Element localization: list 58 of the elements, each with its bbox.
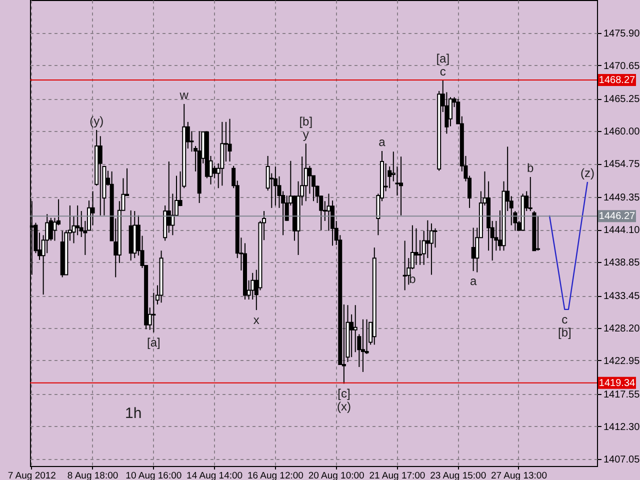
y-tick-label: 1475.90 [604, 28, 640, 40]
ref-line-label: 1446.27 [598, 211, 636, 222]
annotation: c [562, 312, 568, 326]
annotation: (y) [90, 114, 104, 128]
candlestick [414, 228, 418, 266]
candlestick [170, 193, 175, 236]
y-tick-label: 1460.00 [604, 126, 640, 138]
y-tick-label: 1433.45 [604, 291, 640, 302]
candlestick [250, 272, 255, 300]
candlestick [228, 118, 232, 162]
annotation: w [178, 88, 189, 102]
ref-line-label: 1468.27 [598, 75, 636, 86]
y-tick-label: 1428.20 [604, 323, 640, 334]
annotation: x [253, 313, 260, 328]
annotation: b [527, 160, 534, 175]
y-tick-label: 1470.65 [604, 60, 640, 72]
y-tick-label: 1422.95 [604, 356, 640, 367]
y-tick-label: 1438.85 [604, 258, 640, 269]
ref-line-label: 1419.34 [598, 378, 636, 389]
candlestick [395, 166, 400, 196]
line-series [548, 181, 588, 310]
y-tick-label: 1449.35 [604, 192, 640, 204]
y-tick-label: 1454.75 [604, 159, 640, 170]
candlestick [433, 228, 438, 248]
candlestick [304, 143, 308, 202]
text: 1h [125, 405, 142, 422]
candlestick [353, 304, 358, 353]
candlestick [152, 292, 156, 333]
y-tick-label: 1407.05 [604, 454, 640, 466]
candlestick [360, 318, 365, 372]
y-tick-label: 1465.25 [604, 94, 640, 106]
y-tick-label: 1417.55 [604, 389, 640, 400]
annotation: [a] [147, 335, 160, 350]
annotation: b [409, 272, 416, 286]
annotation: (z) [580, 166, 594, 180]
candlestick [98, 136, 102, 216]
candlestick [326, 193, 331, 232]
annotation: [c] [338, 386, 350, 401]
candlestick [399, 156, 404, 216]
annotation: c [440, 64, 446, 78]
candlestick [429, 222, 434, 276]
annotation: [b] [299, 114, 313, 129]
candlestick [308, 165, 312, 194]
annotation: a [378, 135, 386, 149]
y-tick-label: 1412.30 [604, 422, 640, 433]
annotation: [b] [558, 325, 572, 340]
y-tick-label: 1444.10 [604, 225, 640, 236]
candlestick [528, 176, 532, 212]
candlestick [426, 220, 430, 259]
candlestick [536, 215, 540, 252]
candlestick [273, 166, 278, 206]
candlestick [190, 130, 194, 152]
candlestick [76, 204, 80, 236]
annotation: a [470, 274, 477, 288]
annotation: (x) [336, 400, 351, 414]
annotation: [a] [436, 51, 450, 66]
annotation: y [302, 128, 309, 142]
candlestick [402, 240, 407, 291]
